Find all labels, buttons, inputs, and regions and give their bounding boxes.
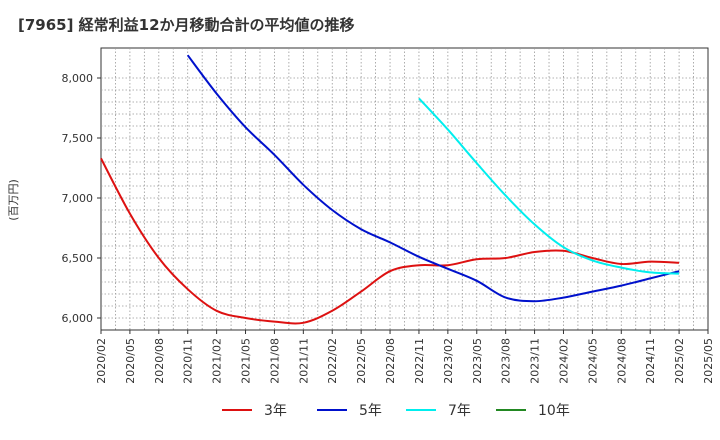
chart-title: [7965] 経常利益12か月移動合計の平均値の推移 — [18, 16, 355, 34]
x-tick-label: 2023/02 — [442, 338, 455, 384]
legend-label-2: 5年 — [359, 403, 382, 419]
x-tick-label: 2021/11 — [297, 338, 310, 384]
x-tick-label: 2024/05 — [586, 338, 599, 384]
y-tick-label: 6,000 — [62, 312, 94, 325]
y-axis-label: (百万円) — [7, 179, 20, 221]
axis-layer: 6,000 6,500 7,000 7,500 8,000 2020/02 2020/05 2… — [62, 72, 716, 384]
y-tick-label: 7,500 — [62, 132, 94, 145]
series-line-3 — [418, 97, 680, 275]
x-tick-label: 2024/11 — [644, 338, 657, 384]
x-tick-label: 2023/11 — [529, 338, 542, 384]
y-tick-label: 8,000 — [62, 72, 94, 85]
x-tick-label: 2021/05 — [240, 338, 253, 384]
x-tick-label: 2023/05 — [471, 338, 484, 384]
x-tick-label: 2020/05 — [124, 338, 137, 384]
x-tick-label: 2023/08 — [500, 338, 513, 384]
legend-label-3: 7年 — [448, 403, 471, 419]
x-tick-label: 2020/11 — [182, 338, 195, 384]
legend-label-4: 10年 — [538, 403, 570, 419]
x-tick-label: 2022/11 — [413, 338, 426, 384]
x-tick-label: 2020/08 — [153, 338, 166, 384]
y-tick-label: 7,000 — [62, 192, 94, 205]
legend: 3年 5年 7年 10年 — [222, 403, 570, 419]
legend-label-1: 3年 — [264, 403, 287, 419]
x-tick-label: 2021/08 — [268, 338, 281, 384]
x-tick-label: 2024/08 — [615, 338, 628, 384]
series-layer — [100, 54, 680, 325]
x-tick-label: 2025/02 — [673, 338, 686, 384]
x-tick-label: 2022/08 — [384, 338, 397, 384]
grid-layer — [101, 48, 708, 330]
x-tick-label: 2020/02 — [95, 338, 108, 384]
x-tick-label: 2025/05 — [702, 338, 715, 384]
x-tick-label: 2024/02 — [557, 338, 570, 384]
series-line-1 — [100, 157, 680, 325]
x-tick-label: 2022/05 — [355, 338, 368, 384]
x-tick-label: 2021/02 — [211, 338, 224, 384]
y-tick-label: 6,500 — [62, 252, 94, 265]
x-tick-label: 2022/02 — [326, 338, 339, 384]
series-line-2 — [186, 54, 680, 303]
